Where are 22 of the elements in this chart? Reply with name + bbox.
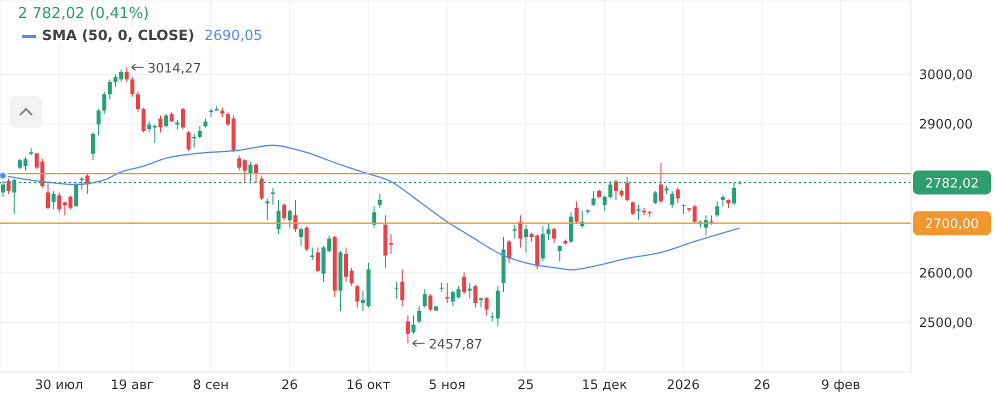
x-tick-label: 8 сен [192,378,229,394]
chart-title: 2 782,02 (0,41%) [18,4,149,22]
annotation: 2457,87 [428,337,482,352]
y-tick-label: 2500,00 [919,316,973,332]
x-tick-label: 25 [518,378,534,394]
x-tick-label: 5 ноя [428,378,466,394]
y-tick-label: 3000,00 [919,68,973,84]
y-tick-label: 2900,00 [919,118,973,133]
x-tick-label: 19 авг [110,378,154,394]
annotation: 2690,05 [204,28,262,44]
ref-line-label: 2782,02 [925,176,979,192]
x-tick-label: 16 окт [346,378,391,394]
ref-line-label: 2700,00 [925,217,979,232]
y-tick-label: 2600,00 [919,266,973,282]
x-tick-label: 30 июл [34,378,84,394]
x-tick-label: 9 фев [821,378,860,394]
x-tick-label: 26 [281,378,298,394]
x-tick-label: 15 дек [582,378,628,394]
x-tick-label: 2026 [666,378,700,394]
annotation: 3014,27 [148,61,202,76]
legend-label: SMA (50, 0, CLOSE) [42,28,194,44]
x-tick-label: 26 [754,378,770,394]
